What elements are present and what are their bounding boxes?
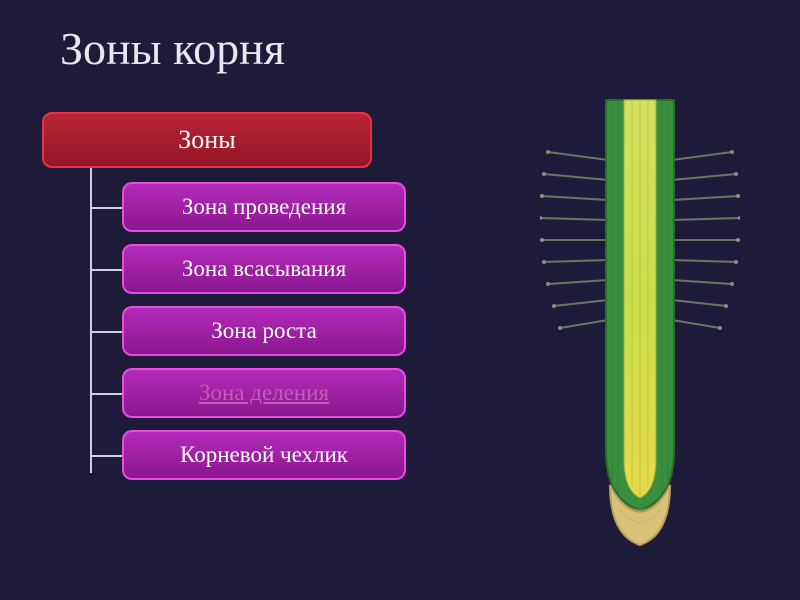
connector-h-3 xyxy=(90,331,122,333)
tree-child-1[interactable]: Зона проведения xyxy=(122,182,406,232)
tree-child-2[interactable]: Зона всасывания xyxy=(122,244,406,294)
connector-h-2 xyxy=(90,269,122,271)
connector-h-1 xyxy=(90,207,122,209)
connector-h-5 xyxy=(90,455,122,457)
hierarchy-tree: Зоны Зона проведения Зона всасывания Зон… xyxy=(42,112,432,492)
root-svg xyxy=(540,90,740,560)
connector-vertical xyxy=(90,168,92,473)
tree-child-2-label: Зона всасывания xyxy=(182,256,346,282)
connector-h-4 xyxy=(90,393,122,395)
tree-root-box[interactable]: Зоны xyxy=(42,112,372,168)
tree-child-4-label: Зона деления xyxy=(199,380,329,406)
tree-child-5[interactable]: Корневой чехлик xyxy=(122,430,406,480)
tree-child-5-label: Корневой чехлик xyxy=(180,442,348,468)
root-hairs-left xyxy=(540,152,608,328)
tree-child-1-label: Зона проведения xyxy=(182,194,346,220)
tree-root-label: Зоны xyxy=(178,125,235,155)
slide-title: Зоны корня xyxy=(60,22,285,75)
tree-child-4[interactable]: Зона деления xyxy=(122,368,406,418)
tree-child-3[interactable]: Зона роста xyxy=(122,306,406,356)
tree-child-3-label: Зона роста xyxy=(211,318,317,344)
root-tip-illustration xyxy=(540,90,740,560)
root-hairs-right xyxy=(672,152,740,328)
